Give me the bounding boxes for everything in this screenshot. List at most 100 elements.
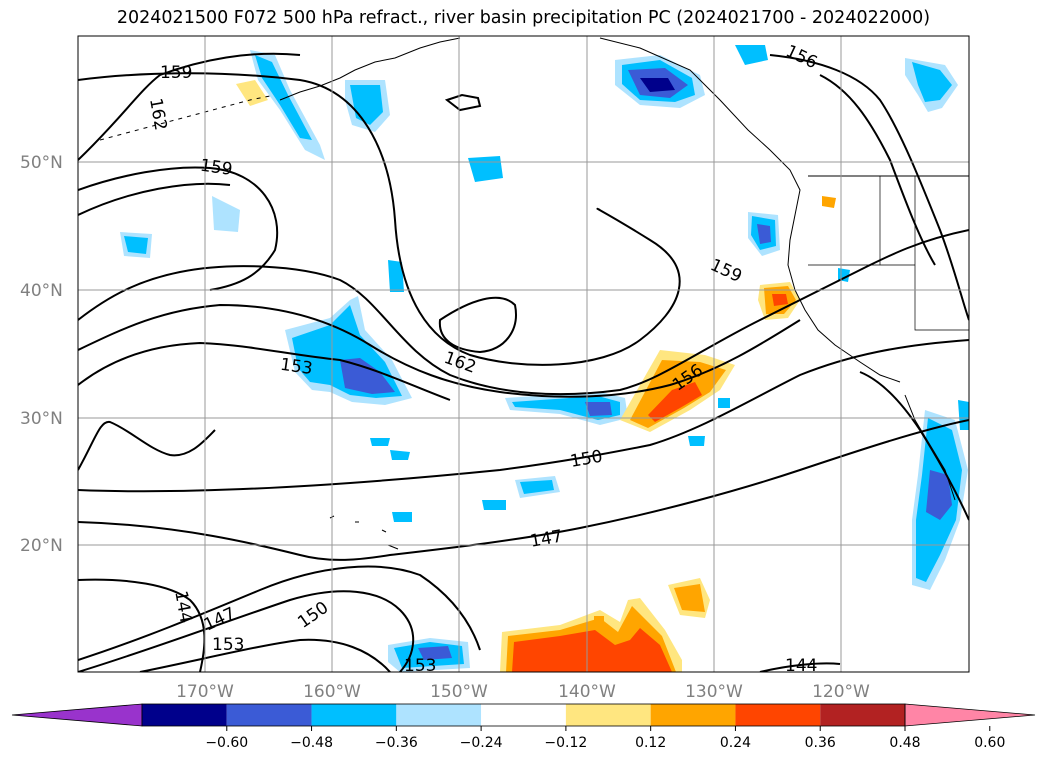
precip-patch (370, 438, 390, 446)
contour-label: 159 (160, 63, 192, 83)
contour-line (78, 303, 801, 398)
contour-label: 153 (279, 355, 314, 379)
contour-line (78, 341, 451, 401)
precip-patch (124, 236, 148, 254)
precip-patch (520, 480, 554, 494)
latitude-labels: 50°N 40°N 30°N 20°N (20, 153, 63, 556)
lon-label-160w: 160°W (303, 682, 361, 702)
precip-patch (512, 628, 672, 672)
lat-label-20n: 20°N (20, 536, 63, 556)
precip-patch (912, 62, 952, 102)
precip-patch (926, 470, 952, 520)
lat-label-30n: 30°N (20, 409, 63, 429)
colorbar-cell (481, 704, 566, 726)
contour-label: 153 (212, 635, 244, 655)
lon-label-130w: 130°W (685, 682, 743, 702)
colorbar-cell (565, 704, 651, 726)
precip-patch (688, 436, 705, 446)
contour-line (139, 638, 391, 672)
precip-patch (594, 616, 604, 626)
contour-line (78, 578, 206, 672)
positive-precip-areas (236, 80, 836, 672)
map-background (78, 36, 969, 672)
lon-label-140w: 140°W (558, 682, 616, 702)
contour-label: 153 (404, 656, 436, 676)
colorbar-cell (396, 704, 482, 726)
precip-patch (340, 358, 395, 394)
precip-patch (236, 80, 268, 106)
contour-line (78, 339, 969, 493)
colorbar-tick-label: 0.12 (635, 735, 666, 751)
alaska-coast (279, 37, 461, 101)
aleutian-islands (99, 95, 271, 141)
contour-line (78, 565, 481, 661)
colorbar-tick-label: −0.48 (290, 735, 333, 751)
colorbar-extend-max (904, 703, 1036, 727)
lat-label-50n: 50°N (20, 153, 63, 173)
negative-precip-areas (120, 45, 969, 672)
colorbar-tick-label: −0.36 (375, 735, 418, 751)
precip-patch (640, 78, 675, 92)
refractivity-contours (78, 52, 969, 672)
contour-line (78, 72, 681, 366)
precip-patch (735, 45, 768, 65)
precip-patch (718, 398, 730, 408)
precip-patch (418, 646, 452, 660)
bc-coast (599, 37, 901, 383)
precip-patch (482, 500, 506, 510)
precip-patch (392, 512, 412, 522)
colorbar-tick-label: 0.36 (805, 735, 836, 751)
lon-label-170w: 170°W (176, 682, 234, 702)
precip-patch (390, 450, 410, 460)
contour-line (859, 371, 969, 521)
contour-line (78, 166, 279, 291)
contour-line (78, 420, 216, 471)
contour-label: 159 (199, 156, 234, 180)
contour-line (769, 54, 969, 321)
colorbar-cell (820, 704, 905, 726)
precip-patch (388, 260, 404, 292)
colorbar-tick-label: 0.60 (974, 735, 1005, 751)
contour-line (78, 52, 301, 161)
lat-label-40n: 40°N (20, 281, 63, 301)
lon-label-120w: 120°W (812, 682, 870, 702)
colorbar-cell (311, 704, 397, 726)
precip-shading (120, 45, 969, 672)
precip-patch (772, 294, 788, 306)
colorbar-cell (650, 704, 736, 726)
colorbar-tick-label: −0.60 (205, 735, 248, 751)
longitude-labels: 170°W 160°W 150°W 140°W 130°W 120°W (176, 682, 870, 702)
contour-line (78, 419, 969, 561)
contour-line (78, 229, 969, 396)
precip-patch (674, 584, 705, 612)
colorbar-tick-label: 0.48 (889, 735, 920, 751)
contour-line (819, 74, 936, 266)
colorbar-cell (226, 704, 312, 726)
contour-line (78, 590, 415, 672)
colorbar: −0.60 −0.48 −0.36 −0.24 −0.12 0.12 0.24 0.36 0.4… (11, 703, 1036, 751)
lon-label-150w: 150°W (430, 682, 488, 702)
colorbar-tick-label: −0.12 (544, 735, 587, 751)
precip-patch (648, 382, 702, 422)
graticule (78, 36, 969, 672)
map-title: 2024021500 F072 500 hPa refract., river … (116, 8, 931, 28)
precip-patch (757, 224, 771, 244)
map-panel: 159 162 159 159 162 153 156 150 147 147 … (77, 35, 970, 676)
state-borders (808, 176, 969, 331)
precip-patch (212, 196, 240, 232)
colorbar-cells (11, 703, 1036, 727)
map-frame (77, 35, 970, 673)
colorbar-ticks: −0.60 −0.48 −0.36 −0.24 −0.12 0.12 0.24 0.36 0.4… (205, 726, 1005, 751)
contour-line (759, 662, 841, 672)
contour-line (78, 182, 231, 216)
colorbar-frame (141, 703, 906, 727)
precip-patch (585, 402, 612, 416)
colorbar-tick-label: −0.24 (460, 735, 503, 751)
colorbar-cell (142, 704, 227, 726)
colorbar-cell (735, 704, 821, 726)
precip-patch (822, 196, 836, 208)
contour-line (438, 296, 517, 354)
colorbar-extend-min (11, 703, 143, 727)
contour-label: 144 (785, 656, 817, 676)
